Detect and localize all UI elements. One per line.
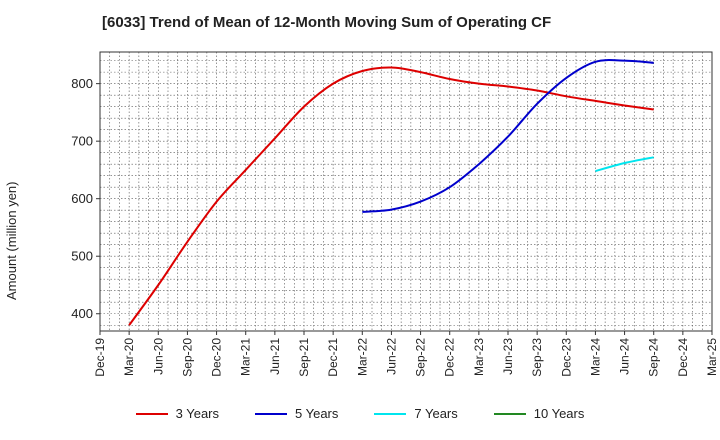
legend-label-7-years: 7 Years bbox=[414, 406, 457, 421]
legend-item-10-years: 10 Years bbox=[494, 406, 585, 421]
x-tick-label: Sep-24 bbox=[647, 338, 661, 377]
x-tick-label: Dec-22 bbox=[443, 338, 457, 377]
x-tick-label: Mar-20 bbox=[122, 338, 136, 376]
x-tick-label: Jun-21 bbox=[268, 338, 282, 375]
legend-swatch-3-years bbox=[136, 413, 168, 415]
legend-label-10-years: 10 Years bbox=[534, 406, 585, 421]
legend-item-3-years: 3 Years bbox=[136, 406, 219, 421]
x-tick-label: Mar-21 bbox=[239, 338, 253, 376]
y-tick-label: 400 bbox=[71, 306, 93, 321]
chart-canvas: 400 500 600 700 800 Dec-19 Mar-20 Jun-20 Sep-20 D… bbox=[0, 0, 720, 440]
x-tick-label: Dec-19 bbox=[93, 338, 107, 377]
legend-swatch-7-years bbox=[374, 413, 406, 415]
x-tick-label: Sep-20 bbox=[180, 338, 194, 377]
legend-label-3-years: 3 Years bbox=[176, 406, 219, 421]
x-tick-label: Sep-22 bbox=[414, 338, 428, 377]
x-tick-label: Mar-22 bbox=[355, 338, 369, 376]
x-tick-label: Dec-21 bbox=[326, 338, 340, 377]
legend-item-5-years: 5 Years bbox=[255, 406, 338, 421]
x-tick-label: Dec-24 bbox=[676, 338, 690, 377]
legend: 3 Years 5 Years 7 Years 10 Years bbox=[0, 406, 720, 421]
x-tick-label: Jun-22 bbox=[384, 338, 398, 375]
x-tick-label: Mar-24 bbox=[588, 338, 602, 376]
y-tick-label: 600 bbox=[71, 191, 93, 206]
x-tick-label: Jun-23 bbox=[501, 338, 515, 375]
legend-label-5-years: 5 Years bbox=[295, 406, 338, 421]
x-tick-label: Dec-20 bbox=[210, 338, 224, 377]
legend-item-7-years: 7 Years bbox=[374, 406, 457, 421]
x-tick-label: Dec-23 bbox=[559, 338, 573, 377]
x-tick-label: Jun-20 bbox=[151, 338, 165, 375]
x-tick-label: Sep-23 bbox=[530, 338, 544, 377]
legend-swatch-5-years bbox=[255, 413, 287, 415]
y-tick-label: 500 bbox=[71, 249, 93, 264]
y-tick-label: 800 bbox=[71, 76, 93, 91]
y-tick-label: 700 bbox=[71, 134, 93, 149]
x-tick-label: Mar-23 bbox=[472, 338, 486, 376]
plot-area bbox=[100, 52, 712, 331]
legend-swatch-10-years bbox=[494, 413, 526, 415]
x-tick-label: Sep-21 bbox=[297, 338, 311, 377]
x-tick-label: Jun-24 bbox=[618, 338, 632, 375]
x-tick-label: Mar-25 bbox=[705, 338, 719, 376]
